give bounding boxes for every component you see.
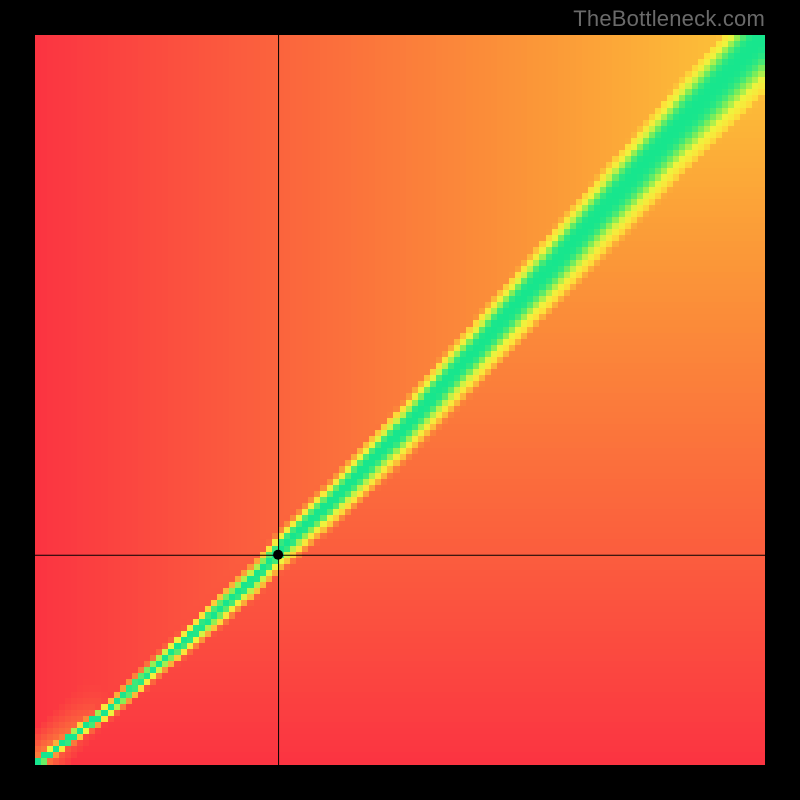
heatmap-canvas bbox=[35, 35, 765, 765]
chart-container: TheBottleneck.com bbox=[0, 0, 800, 800]
heatmap-plot bbox=[35, 35, 765, 765]
watermark-text: TheBottleneck.com bbox=[573, 6, 765, 32]
